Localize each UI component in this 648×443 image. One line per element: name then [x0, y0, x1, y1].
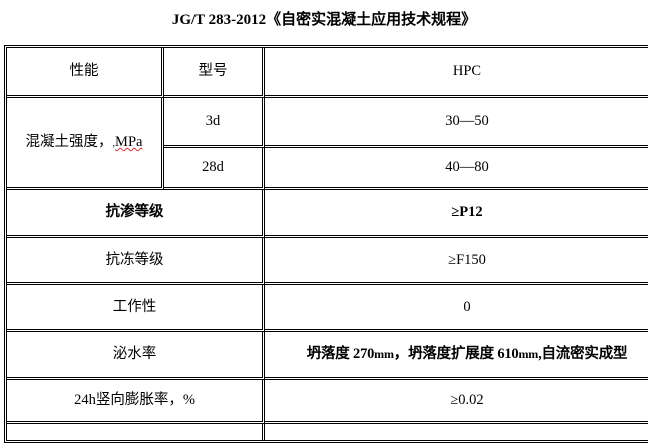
strength-label-comma: , — [112, 138, 116, 150]
table-row: 工作性 0 — [7, 285, 648, 332]
cell-value-strength-3d: 30—50 — [265, 98, 648, 148]
header-cell-value: HPC — [265, 48, 648, 98]
table-row: 混凝土强度，,MPa 3d 30—50 — [7, 98, 648, 190]
slump-flow-label: 坍落度扩展度 — [408, 346, 498, 363]
table-row: 抗冻等级 ≥F150 — [7, 238, 648, 285]
row-label-frost-resistance-grade: 抗冻等级 — [7, 238, 265, 285]
bleeding-separator-2: , — [538, 346, 542, 363]
cell-value-vertical-expansion-24h: ≥0.02 — [265, 380, 648, 424]
row-label-concrete-strength: 混凝土强度，,MPa — [7, 98, 164, 190]
row-label-workability: 工作性 — [7, 285, 265, 332]
header-cell-property: 性能 — [7, 48, 164, 98]
slump-label: 坍落度 — [306, 346, 354, 363]
row-label-bleeding-rate: 泌水率 — [7, 332, 265, 380]
spec-table-container: 性能 型号 HPC 混凝土强度，,MPa 3d 30—50 28d 40—80 … — [4, 45, 648, 443]
cell-value-truncated — [265, 424, 648, 440]
table-row: 24h竖向膨胀率，% ≥0.02 — [7, 380, 648, 424]
strength-label-text: 混凝土强度， — [25, 134, 113, 151]
cell-value-frost-resistance-grade: ≥F150 — [265, 238, 648, 285]
table-row: 泌水率 坍落度 270mm，坍落度扩展度 610mm,自流密实成型 — [7, 332, 648, 380]
header-cell-model: 型号 — [164, 48, 265, 98]
cell-value-impermeability-grade: ≥P12 — [265, 190, 648, 238]
row-label-truncated — [7, 424, 265, 440]
bleeding-separator-1: ， — [393, 346, 409, 363]
cell-model-3d: 3d — [164, 98, 265, 148]
concrete-spec-table: 性能 型号 HPC 混凝土强度，,MPa 3d 30—50 28d 40—80 … — [4, 45, 648, 443]
slump-number: 270 — [353, 346, 375, 363]
cell-value-bleeding-rate: 坍落度 270mm，坍落度扩展度 610mm,自流密实成型 — [265, 332, 648, 380]
row-label-vertical-expansion-24h: 24h竖向膨胀率，% — [7, 380, 265, 424]
cell-model-28d: 28d — [164, 148, 265, 190]
slump-flow-number: 610 — [497, 346, 519, 363]
document-title: JG/T 283-2012《自密实混凝土应用技术规程》 — [171, 12, 477, 28]
table-row: 抗渗等级 ≥P12 — [7, 190, 648, 238]
table-row: 28d 40—80 — [7, 148, 648, 190]
self-compacting-label: 自流密实成型 — [541, 346, 628, 363]
bleeding-rate-text: 坍落度 270mm，坍落度扩展度 610mm,自流密实成型 — [307, 346, 628, 362]
cell-value-strength-28d: 40—80 — [265, 148, 648, 190]
table-header-row: 性能 型号 HPC — [7, 48, 648, 98]
row-label-impermeability-grade: 抗渗等级 — [7, 190, 265, 238]
slump-unit: mm — [374, 347, 394, 362]
cell-value-workability: 0 — [265, 285, 648, 332]
table-row-truncated — [7, 424, 648, 440]
strength-label-unit: MPa — [115, 134, 143, 151]
slump-flow-unit: mm — [518, 347, 539, 362]
